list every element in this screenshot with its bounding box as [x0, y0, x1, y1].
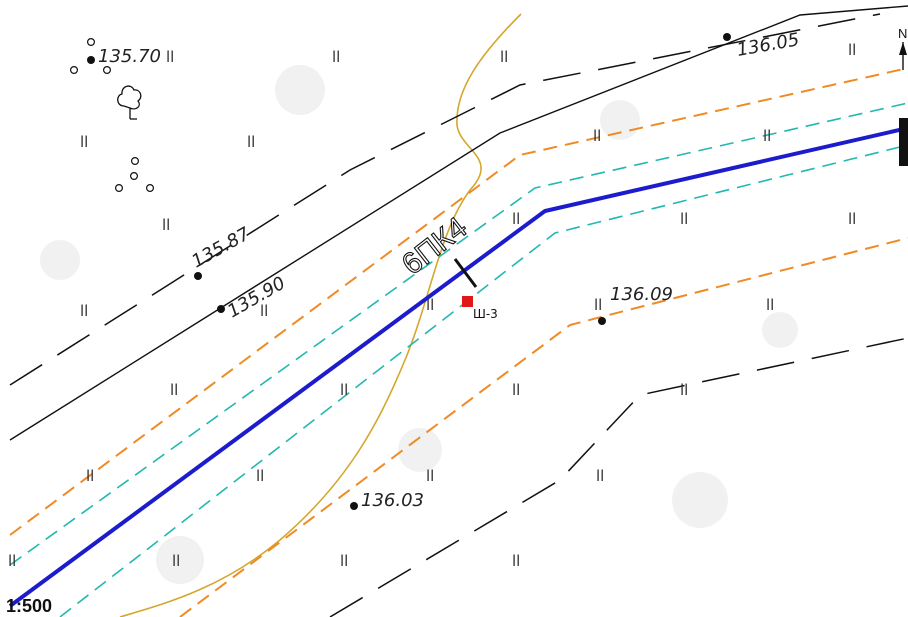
grass-symbol: ll: [170, 381, 178, 399]
grass-symbol: ll: [594, 296, 602, 314]
elevation-point[interactable]: [350, 502, 358, 510]
shrub-icon: [69, 37, 155, 193]
grass-symbols: ll ll ll ll ll ll ll ll ll ll ll ll ll l…: [8, 41, 856, 570]
scale-label: 1:500: [6, 596, 52, 616]
contour-line: [119, 13, 522, 617]
grass-symbol: ll: [593, 127, 601, 145]
elevation-point[interactable]: [217, 305, 225, 313]
grass-symbol: ll: [162, 216, 170, 234]
grass-symbol: ll: [512, 552, 520, 570]
grass-symbol: ll: [256, 467, 264, 485]
elevation-label: 136.03: [361, 490, 424, 511]
grass-symbol: ll: [426, 467, 434, 485]
tree-icon: [117, 85, 142, 120]
grass-symbol: ll: [426, 296, 434, 314]
inner-zone-north: [9, 102, 908, 566]
grass-symbol: ll: [512, 381, 520, 399]
grass-symbol: ll: [512, 210, 520, 228]
grass-symbol: ll: [166, 48, 174, 66]
grass-symbol: ll: [340, 552, 348, 570]
elevation-label: 135.70: [98, 46, 161, 67]
grass-symbol: ll: [332, 48, 340, 66]
road-edge-solid: [9, 5, 908, 441]
elevation-point[interactable]: [598, 317, 606, 325]
well-marker[interactable]: [462, 296, 473, 307]
grass-symbol: ll: [80, 302, 88, 320]
grass-symbol: ll: [260, 302, 268, 320]
grass-symbol: ll: [247, 133, 255, 151]
grass-symbol: ll: [848, 41, 856, 59]
svg-text:N: N: [898, 26, 907, 41]
road-edge-dashed-south: [329, 337, 908, 617]
grass-symbol: ll: [86, 467, 94, 485]
grass-symbol: ll: [172, 552, 180, 570]
grass-symbol: ll: [340, 381, 348, 399]
grass-symbol: ll: [766, 296, 774, 314]
grass-symbol: ll: [500, 48, 508, 66]
grass-symbol: ll: [596, 467, 604, 485]
grass-symbol: ll: [680, 210, 688, 228]
grass-symbol: ll: [763, 127, 771, 145]
well-label: Ш-3: [473, 307, 498, 321]
inner-zone-south: [59, 144, 908, 617]
elevation-point[interactable]: [194, 272, 202, 280]
paper-texture: [40, 65, 798, 584]
pipeline-end-marker: [899, 118, 908, 166]
grass-symbol: ll: [8, 552, 16, 570]
grass-symbol: ll: [680, 381, 688, 399]
north-arrow: N: [898, 26, 907, 70]
road-edge-dashed-north: [9, 13, 881, 386]
elevation-point[interactable]: [87, 56, 95, 64]
protection-zone-south: [179, 237, 908, 617]
pipeline-line[interactable]: [8, 126, 908, 608]
elevation-point[interactable]: [723, 33, 731, 41]
grass-symbol: ll: [848, 210, 856, 228]
grass-symbol: ll: [80, 133, 88, 151]
picket-tick: [453, 258, 478, 288]
elevation-label: 136.09: [610, 284, 673, 305]
